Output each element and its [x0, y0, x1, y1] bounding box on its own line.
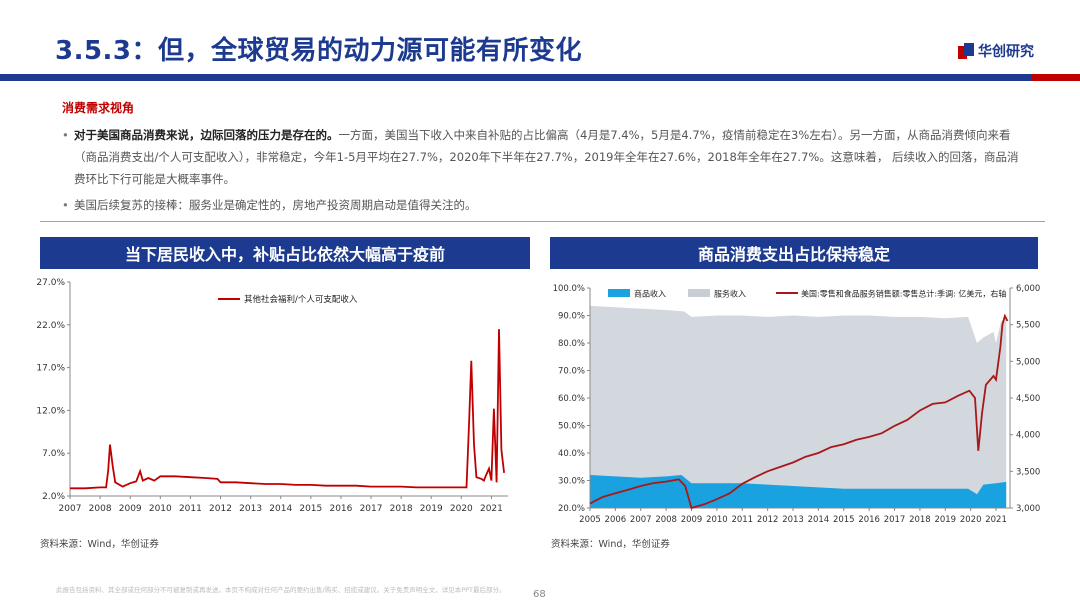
x-tick-label: 2013 [239, 504, 262, 514]
x-tick-label: 2008 [89, 504, 112, 514]
x-tick-label: 2009 [119, 504, 142, 514]
right-chart-source: 资料来源：Wind，华创证券 [551, 539, 670, 550]
legend-goods-swatch [608, 289, 630, 297]
y-tick-label: 22.0% [36, 321, 65, 331]
y-right-tick-label: 4,000 [1016, 431, 1040, 441]
x-tick-label: 2017 [884, 515, 906, 525]
y-right-tick-label: 4,500 [1016, 394, 1040, 404]
y-left-tick-label: 50.0% [558, 422, 585, 432]
y-left-tick-label: 70.0% [558, 367, 585, 377]
y-tick-label: 7.0% [42, 449, 65, 459]
x-tick-label: 2019 [420, 504, 443, 514]
y-left-tick-label: 40.0% [558, 449, 585, 459]
page-title: 3.5.3：但，全球贸易的动力源可能有所变化 [55, 36, 583, 66]
bullet-item-1: 对于美国商品消费来说，边际回落的压力是存在的。一方面，美国当下收入中来自补贴的占… [62, 124, 1020, 190]
series-line [70, 329, 505, 490]
left-chart-header: 当下居民收入中，补贴占比依然大幅高于疫前 [40, 237, 530, 269]
x-tick-label: 2018 [909, 515, 931, 525]
y-right-tick-label: 3,000 [1016, 504, 1040, 514]
header-bar [0, 74, 1080, 81]
x-tick-label: 2005 [579, 515, 601, 525]
y-left-tick-label: 60.0% [558, 394, 585, 404]
y-tick-label: 27.0% [36, 278, 65, 288]
y-right-tick-label: 5,000 [1016, 357, 1040, 367]
x-tick-label: 2007 [630, 515, 652, 525]
legend-retail-label: 美国:零售和食品服务销售额:零售总计:季调: 亿美元，右轴 [801, 289, 1006, 299]
left-chart: 2.0% 7.0% 12.0% 17.0% 22.0% 27.0% 2007 2008 2009… [36, 278, 508, 514]
divider [40, 221, 1045, 222]
legend-services-label: 服务收入 [714, 289, 746, 299]
y-tick-label: 12.0% [36, 406, 65, 416]
brand-logo-text: 华创研究 [978, 44, 1034, 60]
left-chart-source: 资料来源：Wind，华创证券 [40, 539, 159, 550]
x-tick-label: 2009 [681, 515, 703, 525]
services-area [590, 305, 1007, 508]
x-tick-label: 2007 [59, 504, 82, 514]
y-tick-label: 2.0% [42, 492, 65, 502]
x-tick-label: 2017 [360, 504, 383, 514]
x-tick-label: 2020 [960, 515, 982, 525]
y-right-tick-label: 6,000 [1016, 284, 1040, 294]
retail-sales-line [589, 313, 1009, 510]
right-chart: 20.0% 30.0% 40.0% 50.0% 60.0% 70.0% 80.0% 90.0%… [553, 284, 1041, 525]
y-left-tick-label: 20.0% [558, 504, 585, 514]
bullet-list: 对于美国商品消费来说，边际回落的压力是存在的。一方面，美国当下收入中来自补贴的占… [62, 124, 1020, 220]
brand-logo: 华创研究 [958, 40, 1034, 62]
x-tick-label: 2014 [269, 504, 292, 514]
y-left-tick-label: 90.0% [558, 312, 585, 322]
right-chart-header: 商品消费支出占比保持稳定 [550, 237, 1038, 269]
x-tick-label: 2008 [655, 515, 677, 525]
x-tick-label: 2012 [757, 515, 779, 525]
legend-services-swatch [688, 289, 710, 297]
legend-label: 其他社会福利/个人可支配收入 [244, 294, 358, 305]
header-bar-accent [1032, 74, 1080, 81]
y-right-tick-label: 3,500 [1016, 467, 1040, 477]
x-tick-label: 2013 [782, 515, 804, 525]
x-tick-label: 2011 [731, 515, 753, 525]
x-tick-label: 2019 [934, 515, 956, 525]
brand-logo-icon [958, 43, 974, 59]
x-tick-label: 2006 [605, 515, 627, 525]
y-tick-label: 17.0% [36, 364, 65, 374]
legend-goods-label: 商品收入 [634, 289, 666, 299]
y-left-tick-label: 100.0% [553, 284, 585, 294]
section-label: 消费需求视角 [62, 101, 135, 115]
bullet-text: 美国后续复苏的接棒：服务业是确定性的，房地产投资周期启动是值得关注的。 [74, 198, 477, 212]
x-tick-label: 2012 [209, 504, 232, 514]
bullet-strong: 对于美国商品消费来说，边际回落的压力是存在的。 [74, 128, 339, 142]
bullet-text: 一方面，美国当下收入中来自补贴的占比偏高（4月是7.4%，5月是4.7%，疫情前… [74, 128, 1019, 186]
x-tick-label: 2015 [299, 504, 322, 514]
footer-disclaimer: 此报告包括资料、其全部或任何部分不可被复制或再发送。本页不构成对任何产品的要约出… [56, 586, 506, 594]
x-tick-label: 2021 [985, 515, 1007, 525]
x-tick-label: 2016 [858, 515, 880, 525]
y-left-tick-label: 30.0% [558, 477, 585, 487]
y-left-tick-label: 80.0% [558, 339, 585, 349]
x-tick-label: 2010 [149, 504, 172, 514]
bullet-item-2: 美国后续复苏的接棒：服务业是确定性的，房地产投资周期启动是值得关注的。 [62, 194, 1020, 216]
x-tick-label: 2018 [390, 504, 413, 514]
page-number: 68 [533, 589, 546, 600]
goods-area [590, 475, 1007, 508]
x-tick-label: 2011 [179, 504, 202, 514]
y-right-tick-label: 5,500 [1016, 321, 1040, 331]
x-tick-label: 2015 [833, 515, 855, 525]
x-tick-label: 2016 [329, 504, 352, 514]
x-tick-label: 2020 [450, 504, 473, 514]
x-tick-label: 2014 [808, 515, 830, 525]
x-tick-label: 2010 [706, 515, 728, 525]
x-tick-label: 2021 [480, 504, 503, 514]
